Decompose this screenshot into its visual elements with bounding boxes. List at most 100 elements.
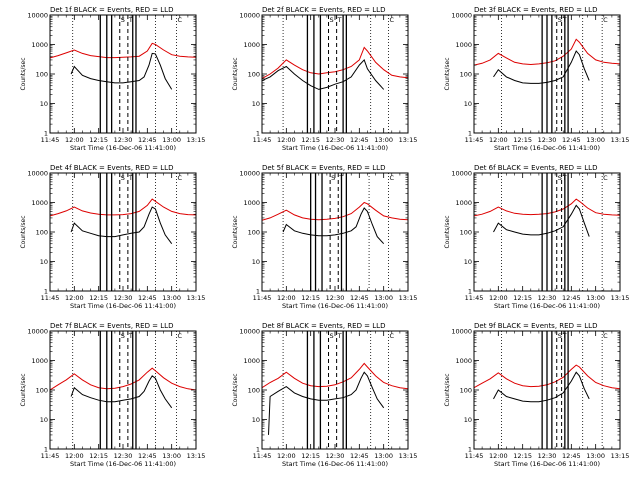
phase-marker-label: C (178, 174, 183, 182)
curve-group (262, 201, 408, 245)
phase-marker-label: C (603, 16, 608, 24)
y-axis-label: Counts/sec (444, 57, 451, 90)
x-tick-label: 13:15 (399, 294, 418, 302)
y-tick-label: 1000 (31, 357, 48, 365)
panel-det-3: Det 3f BLACK = Events, RED = LLD S T C 1 10 10… (444, 6, 629, 152)
panel-det-1: Det 1f BLACK = Events, RED = LLDSTC11010… (20, 6, 205, 152)
x-tick-label: 11:45 (465, 136, 484, 144)
x-tick-label: 13:00 (374, 136, 393, 144)
panel-title: Det 5f BLACK = Events, RED = LLD (262, 164, 385, 172)
x-tick-label: 12:00 (65, 136, 84, 144)
phase-marker-label: C (603, 174, 608, 182)
y-axis-label: Counts/sec (444, 373, 451, 406)
x-tick-label: 12:45 (138, 452, 157, 460)
y-tick-label: 1000 (31, 199, 48, 207)
y-tick-label: 1 (468, 288, 472, 296)
x-tick-label: 11:45 (253, 452, 272, 460)
x-tick-label: 12:00 (489, 294, 508, 302)
y-tick-label: 10 (40, 100, 48, 108)
y-axis-label: Counts/sec (232, 57, 239, 90)
x-tick-label: 12:15 (89, 136, 108, 144)
phase-marker-label: T (562, 174, 567, 182)
x-tick-label: 12:30 (538, 452, 557, 460)
events-series-line (268, 371, 385, 435)
x-tick-label: 12:15 (301, 294, 320, 302)
x-axis-label: Start Time (16-Dec-06 11:41:00) (70, 460, 176, 468)
x-tick-label: 11:45 (253, 294, 272, 302)
y-tick-label: 10 (252, 416, 260, 424)
y-tick-label: 10 (464, 100, 472, 108)
x-tick-label: 12:45 (350, 452, 369, 460)
y-tick-label: 10 (464, 258, 472, 266)
phase-marker-label: T (128, 332, 133, 340)
phase-marker-label: T (337, 332, 342, 340)
y-tick-label: 1 (256, 130, 260, 138)
x-tick-label: 11:45 (465, 452, 484, 460)
phase-marker-label: T (128, 174, 133, 182)
plot-frame (49, 172, 197, 292)
y-tick-label: 100 (460, 71, 472, 79)
panel-title: Det 1f BLACK = Events, RED = LLD (50, 6, 173, 14)
plot-frame (261, 330, 409, 450)
x-tick-label: 12:15 (513, 294, 532, 302)
y-tick-label: 10 (40, 416, 48, 424)
x-tick-label: 13:15 (399, 452, 418, 460)
y-tick-label: 1 (468, 446, 472, 454)
y-tick-label: 100 (460, 229, 472, 237)
x-tick-label: 12:45 (562, 294, 581, 302)
x-tick-label: 12:45 (350, 294, 369, 302)
panel-title: Det 2f BLACK = Events, RED = LLD (262, 6, 385, 14)
x-axis-label: Start Time (16-Dec-06 11:41:00) (70, 144, 176, 152)
plot-frame (261, 14, 409, 134)
phase-marker-label: S (558, 16, 562, 24)
x-tick-label: 12:30 (538, 294, 557, 302)
events-series-line (262, 58, 385, 90)
panel-det-8: Det 8f BLACK = Events, RED = LLD S T C 1 10 10… (232, 322, 417, 468)
x-tick-label: 12:45 (562, 136, 581, 144)
x-axis-label: Start Time (16-Dec-06 11:41:00) (494, 144, 600, 152)
x-tick-label: 12:15 (301, 136, 320, 144)
x-tick-label: 12:15 (513, 452, 532, 460)
events-series-line (493, 50, 590, 84)
y-tick-label: 10000 (451, 170, 472, 178)
x-tick-label: 13:15 (399, 136, 418, 144)
y-axis-label: Counts/sec (20, 373, 27, 406)
y-tick-label: 1 (44, 446, 48, 454)
phase-marker-label: C (390, 16, 395, 24)
lld-series-line (262, 362, 408, 390)
x-tick-label: 12:00 (277, 452, 296, 460)
x-tick-label: 11:45 (41, 136, 60, 144)
events-series-line (282, 207, 385, 245)
x-tick-label: 13:00 (586, 136, 605, 144)
x-tick-label: 13:00 (374, 452, 393, 460)
panel-det-7: Det 7f BLACK = Events, RED = LLDSTC11010… (20, 322, 205, 468)
x-tick-label: 12:45 (562, 452, 581, 460)
x-tick-label: 13:15 (611, 136, 630, 144)
panel-title: Det 3f BLACK = Events, RED = LLD (474, 6, 597, 14)
y-tick-label: 100 (248, 229, 260, 237)
x-axis-label: Start Time (16-Dec-06 11:41:00) (282, 460, 388, 468)
lld-series-line (474, 364, 620, 390)
y-axis-label: Counts/sec (232, 215, 239, 248)
x-tick-label: 12:15 (89, 294, 108, 302)
y-tick-label: 100 (36, 387, 48, 395)
events-series-line (70, 206, 173, 244)
x-tick-label: 13:00 (374, 294, 393, 302)
y-tick-label: 10000 (27, 328, 48, 336)
curve-group (50, 198, 196, 244)
x-tick-label: 13:15 (187, 452, 206, 460)
x-axis-label: Start Time (16-Dec-06 11:41:00) (282, 302, 388, 310)
events-series-line (70, 52, 173, 90)
phase-marker-label: T (338, 174, 343, 182)
y-tick-label: 10 (252, 100, 260, 108)
y-tick-label: 1 (256, 446, 260, 454)
lld-series-line (50, 198, 196, 217)
phase-marker-label: T (562, 332, 567, 340)
phase-marker-label: S (330, 16, 334, 24)
x-tick-label: 13:00 (162, 452, 181, 460)
x-axis-label: Start Time (16-Dec-06 11:41:00) (282, 144, 388, 152)
phase-marker-label: C (603, 332, 608, 340)
lld-series-line (262, 201, 408, 221)
x-tick-label: 12:00 (277, 294, 296, 302)
phase-marker-label: S (331, 174, 335, 182)
